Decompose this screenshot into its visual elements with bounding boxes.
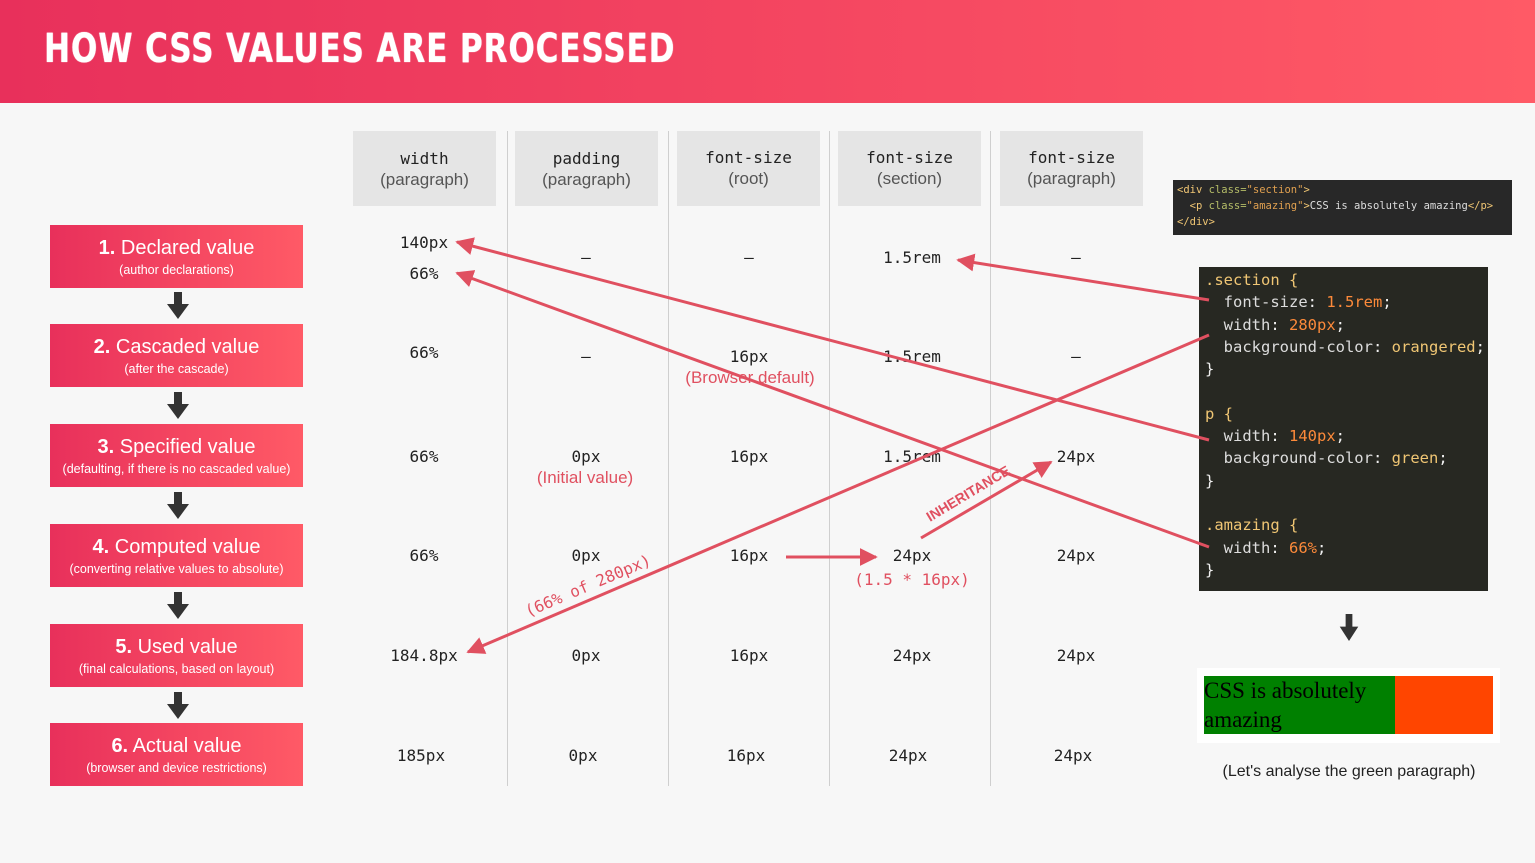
column-property: padding bbox=[552, 149, 621, 168]
step-number: 3. bbox=[97, 436, 115, 458]
step-declared: 1. Declared value (author declarations) bbox=[50, 225, 303, 288]
demo-paragraph: CSS is absolutely amazing bbox=[1204, 676, 1395, 734]
step-title: Used value bbox=[137, 636, 238, 658]
note-calculation: (1.5 * 16px) bbox=[854, 570, 970, 589]
column-header-font-size-root: font-size (root) bbox=[677, 131, 820, 206]
cell-computed-padding: 0px bbox=[571, 546, 601, 565]
column-divider bbox=[507, 131, 508, 786]
step-title: Declared value bbox=[120, 237, 255, 259]
cell-cascaded-width: 66% bbox=[409, 343, 439, 362]
step-subtitle: (author declarations) bbox=[119, 263, 234, 277]
step-used: 5. Used value (final calculations, based… bbox=[50, 624, 303, 687]
cell-used-padding: 0px bbox=[571, 646, 601, 665]
step-title: Actual value bbox=[132, 735, 242, 757]
note-browser-default: (Browser default) bbox=[685, 368, 815, 387]
arrow-down-icon bbox=[167, 392, 189, 419]
step-title: Computed value bbox=[114, 536, 261, 558]
arrow-width-280-used bbox=[466, 333, 1210, 654]
column-divider bbox=[829, 131, 830, 786]
arrow-width-140 bbox=[455, 237, 1210, 442]
column-header-font-size-paragraph: font-size (paragraph) bbox=[1000, 131, 1143, 206]
column-context: (root) bbox=[728, 169, 769, 188]
step-number: 1. bbox=[98, 237, 116, 259]
demo-caption: (Let's analyse the green paragraph) bbox=[1222, 763, 1476, 780]
column-divider bbox=[990, 131, 991, 786]
column-property: font-size bbox=[866, 148, 953, 167]
arrow-down-icon bbox=[167, 492, 189, 519]
cell-used-fs-section: 24px bbox=[892, 646, 932, 665]
demo-section-box: CSS is absolutely amazing bbox=[1204, 676, 1493, 734]
column-header-font-size-section: font-size (section) bbox=[838, 131, 981, 206]
step-title: Cascaded value bbox=[115, 336, 260, 358]
step-computed: 4. Computed value (converting relative v… bbox=[50, 524, 303, 587]
step-subtitle: (after the cascade) bbox=[124, 362, 229, 376]
column-header-padding-paragraph: padding (paragraph) bbox=[515, 131, 658, 206]
cell-actual-width: 185px bbox=[396, 746, 446, 765]
column-context: (paragraph) bbox=[542, 170, 631, 189]
arrow-fontsize-section bbox=[956, 253, 1210, 302]
cell-declared-width-66: 66% bbox=[409, 264, 439, 283]
cell-specified-fs-paragraph: 24px bbox=[1056, 447, 1096, 466]
step-number: 5. bbox=[115, 636, 133, 658]
cell-actual-fs-root: 16px bbox=[726, 746, 766, 765]
step-subtitle: (defaulting, if there is no cascaded val… bbox=[62, 462, 291, 476]
cell-used-fs-paragraph: 24px bbox=[1056, 646, 1096, 665]
cell-declared-fs-paragraph: — bbox=[1071, 248, 1081, 267]
cell-declared-fs-section: 1.5rem bbox=[883, 248, 941, 267]
step-number: 4. bbox=[92, 536, 110, 558]
page-title: HOW CSS VALUES ARE PROCESSED bbox=[44, 26, 676, 72]
cell-declared-padding: — bbox=[581, 248, 591, 267]
cell-actual-padding: 0px bbox=[568, 746, 598, 765]
cell-computed-width: 66% bbox=[409, 546, 439, 565]
arrow-down-icon bbox=[167, 692, 189, 719]
cell-cascaded-fs-root: 16px bbox=[729, 347, 769, 366]
column-property: font-size bbox=[705, 148, 792, 167]
cell-computed-fs-section: 24px bbox=[892, 546, 932, 565]
step-number: 2. bbox=[93, 336, 111, 358]
step-subtitle: (converting relative values to absolute) bbox=[69, 562, 284, 576]
column-header-width-paragraph: width (paragraph) bbox=[353, 131, 496, 206]
cell-actual-fs-paragraph: 24px bbox=[1053, 746, 1093, 765]
cell-cascaded-fs-section: 1.5rem bbox=[883, 347, 941, 366]
step-number: 6. bbox=[111, 735, 129, 757]
column-divider bbox=[668, 131, 669, 786]
column-context: (paragraph) bbox=[1027, 169, 1116, 188]
arrow-down-icon bbox=[1339, 614, 1359, 641]
css-code-snippet: .section { font-size: 1.5rem; width: 280… bbox=[1199, 267, 1488, 591]
cell-cascaded-padding: — bbox=[581, 347, 591, 366]
step-title: Specified value bbox=[119, 436, 256, 458]
column-property: font-size bbox=[1028, 148, 1115, 167]
html-code-snippet: <div class="section"> <p class="amazing"… bbox=[1173, 180, 1512, 235]
arrow-down-icon bbox=[167, 592, 189, 619]
cell-specified-padding: 0px bbox=[571, 447, 601, 466]
header-banner: HOW CSS VALUES ARE PROCESSED bbox=[0, 0, 1535, 103]
cell-declared-fs-root: — bbox=[744, 248, 754, 267]
cell-specified-fs-section: 1.5rem bbox=[883, 447, 941, 466]
arrow-inheritance bbox=[920, 460, 1053, 540]
column-property: width bbox=[400, 149, 449, 168]
cell-used-fs-root: 16px bbox=[729, 646, 769, 665]
step-cascaded: 2. Cascaded value (after the cascade) bbox=[50, 324, 303, 387]
label-percent-of: (66% of 280px) bbox=[522, 550, 654, 620]
step-subtitle: (browser and device restrictions) bbox=[86, 761, 267, 775]
cell-specified-fs-root: 16px bbox=[729, 447, 769, 466]
cell-computed-fs-root: 16px bbox=[729, 546, 769, 565]
note-initial-value: (Initial value) bbox=[536, 468, 634, 487]
column-context: (paragraph) bbox=[380, 170, 469, 189]
cell-actual-fs-section: 24px bbox=[888, 746, 928, 765]
arrow-width-66 bbox=[455, 270, 1210, 549]
step-subtitle: (final calculations, based on layout) bbox=[78, 662, 275, 676]
cell-declared-width-140: 140px bbox=[399, 233, 449, 252]
arrow-down-icon bbox=[167, 292, 189, 319]
cell-used-width: 184.8px bbox=[390, 646, 458, 665]
cell-cascaded-fs-paragraph: — bbox=[1071, 347, 1081, 366]
step-actual: 6. Actual value (browser and device rest… bbox=[50, 723, 303, 786]
column-context: (section) bbox=[876, 169, 943, 188]
cell-specified-width: 66% bbox=[409, 447, 439, 466]
step-specified: 3. Specified value (defaulting, if there… bbox=[50, 424, 303, 487]
cell-computed-fs-paragraph: 24px bbox=[1056, 546, 1096, 565]
